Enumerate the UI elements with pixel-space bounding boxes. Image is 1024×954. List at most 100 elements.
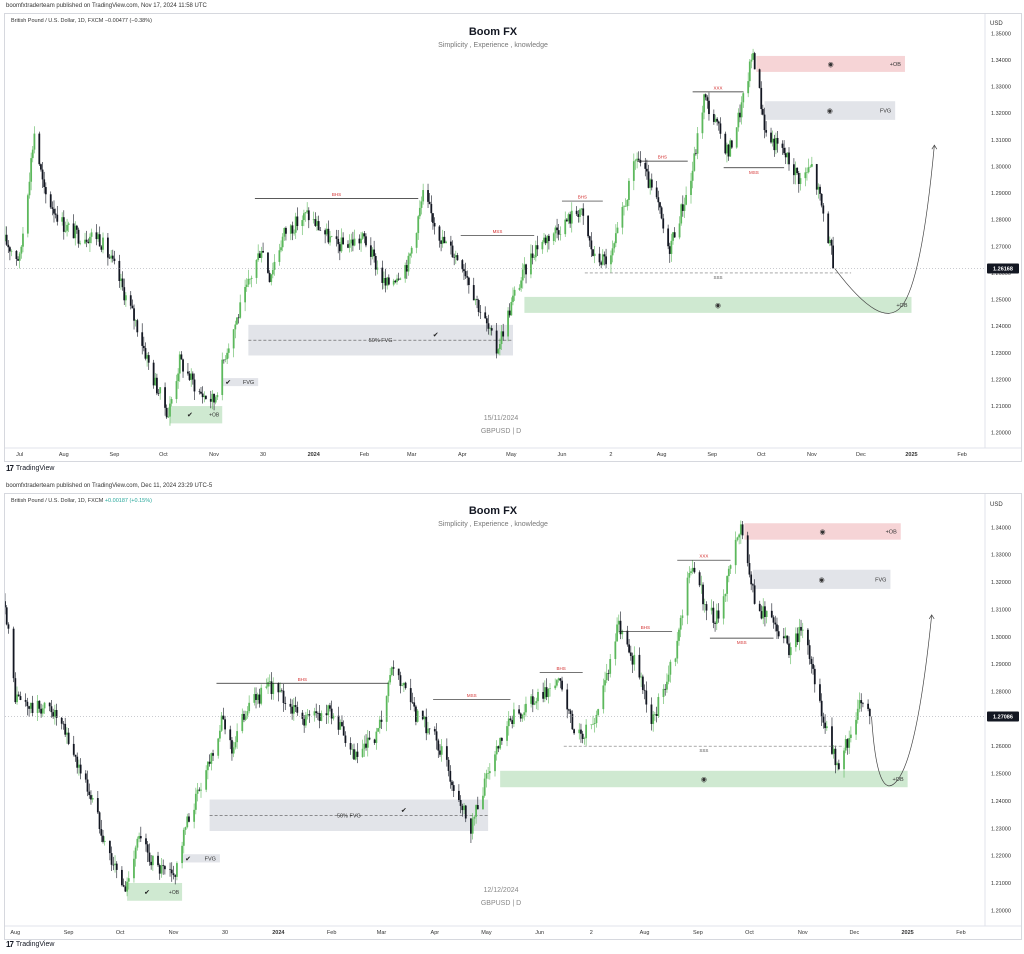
candle-body [590, 240, 593, 250]
candle-body [425, 716, 428, 734]
candle-body [405, 265, 408, 272]
candle-body [773, 138, 776, 151]
projection-arrowhead [931, 144, 938, 150]
y-tick-label: 1.20000 [991, 908, 1011, 914]
candle-body [315, 711, 318, 714]
candle-body [265, 686, 268, 688]
candle-body [102, 835, 104, 842]
candle-body [193, 379, 196, 392]
candle-body [272, 683, 275, 694]
candle-body [100, 829, 103, 836]
candle-body [95, 232, 98, 240]
candle-body [249, 278, 251, 280]
candle-body [279, 690, 281, 693]
candle-body [237, 317, 240, 319]
candle-body [381, 267, 384, 283]
last-price-value: 1.27086 [993, 714, 1013, 720]
zone-box [127, 882, 183, 901]
candle-body [610, 255, 612, 265]
candle-body [543, 687, 546, 699]
chart-panel-1: boomfxtraderteam published on TradingVie… [4, 3, 1022, 473]
candle-body [78, 764, 80, 768]
candle-body [777, 631, 780, 637]
candle-body [681, 204, 684, 211]
candle-body [64, 723, 67, 735]
structure-label: MSS [749, 170, 759, 175]
candle-body [820, 700, 823, 717]
date-watermark: 15/11/2024 [483, 415, 519, 422]
x-tick-label: 2024 [308, 452, 321, 458]
chart-title: Boom FX [468, 505, 518, 517]
candle-body [573, 729, 575, 734]
candle-body [844, 739, 847, 751]
candle-body [439, 750, 441, 755]
candle-body [380, 719, 383, 722]
candle-body [535, 701, 538, 704]
price-chart-svg[interactable]: 1.35000 1.34000 1.33000 1.32000 1.31000 1.300… [5, 14, 1021, 461]
candle-body [533, 257, 536, 258]
candle-body [31, 149, 34, 159]
candle-body [28, 181, 31, 196]
candle-body [118, 260, 121, 282]
candle-body [776, 624, 778, 632]
candle-body [650, 179, 653, 188]
candle-body [348, 243, 351, 248]
candle-body [258, 694, 261, 704]
candle-body [184, 827, 187, 830]
candle-body [577, 214, 580, 217]
candle-body [401, 685, 404, 686]
candle-body [28, 706, 30, 709]
x-tick-label: Sep [693, 930, 703, 936]
candle-body [33, 133, 36, 150]
candle-body [111, 255, 114, 259]
candle-body [198, 391, 201, 393]
candle-body [796, 633, 799, 643]
candle-body [294, 705, 297, 708]
candle-body [716, 118, 719, 122]
price-chart-svg[interactable]: 1.34000 1.33000 1.32000 1.31000 1.30000 1.290… [5, 494, 1021, 939]
candle-body [221, 359, 224, 396]
candle-body [308, 714, 311, 716]
candle-body [352, 239, 354, 246]
candle-body [546, 235, 549, 244]
x-tick-label: 2025 [902, 930, 914, 936]
candle-body [85, 239, 88, 242]
candle-body [619, 620, 622, 635]
tv-icon: 17 [6, 464, 14, 473]
candle-body [151, 855, 154, 866]
candle-body [224, 359, 227, 360]
candle-body [172, 873, 175, 876]
eye-icon: ◉ [715, 302, 721, 309]
candle-body [775, 137, 777, 151]
candle-body [53, 710, 56, 717]
candle-body [194, 793, 197, 810]
candle-body [20, 246, 23, 254]
candle-body [440, 746, 443, 755]
candle-body [418, 207, 421, 217]
candle-body [609, 659, 612, 674]
candle-body [753, 53, 756, 70]
candle-body [292, 705, 295, 714]
candle-body [712, 607, 715, 623]
candle-body [686, 577, 689, 616]
candle-body [774, 622, 777, 625]
symbol-line: British Pound / U.S. Dollar, 1D, FXCM −0… [11, 18, 152, 24]
candle-body [62, 217, 65, 232]
candle-body [236, 317, 238, 325]
candle-body [227, 348, 230, 353]
candle-body [332, 715, 335, 719]
candle-body [565, 219, 568, 222]
x-tick-label: May [481, 930, 492, 936]
candle-body [662, 218, 665, 229]
candle-body [789, 647, 792, 656]
x-tick-label: Feb [957, 452, 966, 458]
candle-body [360, 238, 362, 244]
candle-body [810, 658, 813, 665]
candle-body [657, 697, 660, 716]
candle-body [751, 584, 754, 586]
candle-body [205, 395, 207, 399]
zone-label: FVG [880, 109, 891, 115]
candle-body [368, 737, 371, 740]
candle-body [489, 328, 491, 329]
candle-body [29, 702, 32, 709]
